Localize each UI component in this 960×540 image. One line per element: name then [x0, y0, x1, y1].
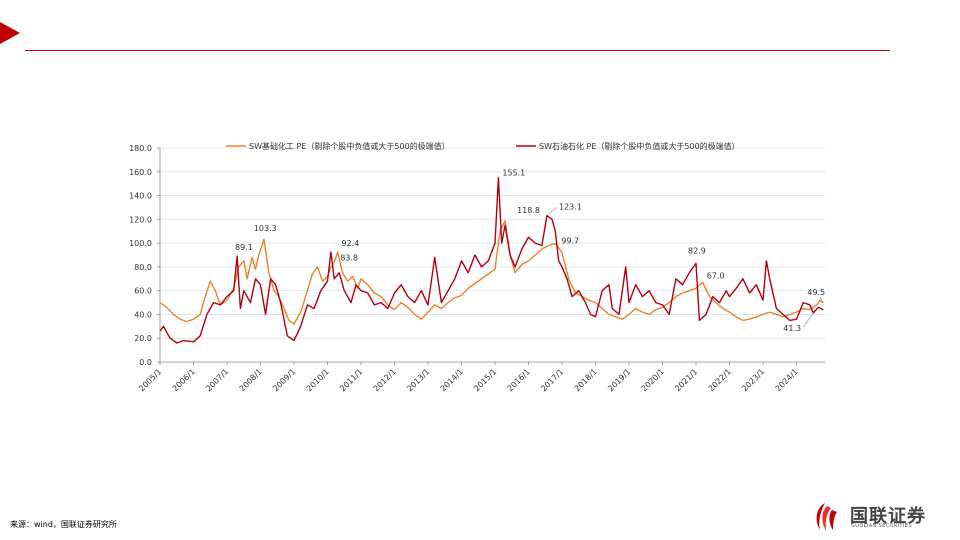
x-tick-label: 2024/1 [774, 367, 800, 393]
source-note: 来源：wind，国联证券研究所 [10, 520, 117, 529]
x-tick-label: 2017/1 [539, 367, 565, 393]
data-label: 67.0 [707, 271, 725, 280]
data-label: 92.4 [342, 239, 360, 248]
data-label: 49.5 [807, 288, 825, 297]
x-tick-label: 2005/1 [137, 367, 163, 393]
grid-lines [160, 147, 825, 339]
y-tick-label: 40.0 [134, 310, 152, 319]
series-line-0 [159, 220, 824, 325]
series-group [159, 176, 824, 344]
annotations-group: 89.1 103.3 92.4 83.8 155.1 118.8 123.1 99.7 82.9… [235, 169, 825, 333]
x-tick-label: 2014/1 [439, 367, 465, 393]
logo-name: 国联证券 [850, 506, 926, 527]
x-tick-label: 2011/1 [338, 367, 364, 393]
x-tick-label: 2023/1 [740, 367, 766, 393]
x-tick-label: 2018/1 [573, 367, 599, 393]
x-tick-label: 2013/1 [405, 367, 431, 393]
x-tick-label: 2010/1 [305, 367, 331, 393]
x-tick-label: 2015/1 [472, 367, 498, 393]
x-tick-label: 2009/1 [271, 367, 297, 393]
x-tick-label: 2006/1 [171, 367, 197, 393]
x-tick-label: 2008/1 [238, 367, 264, 393]
data-label: 103.3 [254, 224, 277, 233]
y-tick-label: 80.0 [134, 263, 152, 272]
x-tick-label: 2020/1 [640, 367, 666, 393]
y-tick-label: 140.0 [129, 192, 152, 201]
y-tick-label: 0.0 [139, 358, 152, 367]
x-tick-label: 2022/1 [707, 367, 733, 393]
y-tick-label: 20.0 [134, 334, 152, 343]
x-tick-label: 2021/1 [673, 367, 699, 393]
data-label: 89.1 [235, 243, 253, 252]
data-label: 82.9 [688, 246, 706, 255]
y-tick-label: 120.0 [129, 215, 152, 224]
data-label: 83.8 [340, 253, 358, 262]
y-tick-label: 160.0 [129, 168, 152, 177]
legend-label-0: SW基础化工 PE（剔除个股中负值或大于500的极端值） [249, 141, 450, 151]
y-axis: 0.0 20.0 40.0 60.0 80.0 100.0 120.0 140.0 160.0 1… [129, 144, 161, 367]
data-label: 41.3 [783, 324, 801, 333]
legend-label-1: SW石油石化 PE（剔除个股中负值或大于500的极端值） [539, 141, 740, 151]
data-label: 123.1 [559, 203, 582, 212]
header-divider [25, 50, 890, 51]
data-label: 118.8 [517, 206, 540, 215]
data-label: 155.1 [502, 169, 525, 178]
title-marker [0, 22, 20, 44]
logo-mark-icon [816, 503, 837, 531]
y-tick-label: 60.0 [134, 287, 152, 296]
series-line-1 [159, 176, 824, 344]
x-tick-label: 2012/1 [372, 367, 398, 393]
annotation-leader [548, 207, 558, 214]
x-axis: 2005/1 2006/1 2007/1 2008/1 2009/1 2010/1 2011… [137, 361, 825, 393]
y-tick-label: 100.0 [129, 239, 152, 248]
company-logo: 国联证券 GUOLIAN SECURITIES [808, 500, 948, 534]
logo-subtitle: GUOLIAN SECURITIES [851, 523, 912, 529]
annotation-leader [820, 297, 824, 304]
legend: SW基础化工 PE（剔除个股中负值或大于500的极端值） SW石油石化 PE（剔除… [226, 141, 740, 151]
x-tick-label: 2016/1 [506, 367, 532, 393]
data-label: 99.7 [561, 236, 579, 245]
x-tick-label: 2019/1 [606, 367, 632, 393]
x-tick-label: 2007/1 [204, 367, 230, 393]
annotation-leader [803, 312, 814, 328]
y-tick-label: 180.0 [129, 144, 152, 153]
